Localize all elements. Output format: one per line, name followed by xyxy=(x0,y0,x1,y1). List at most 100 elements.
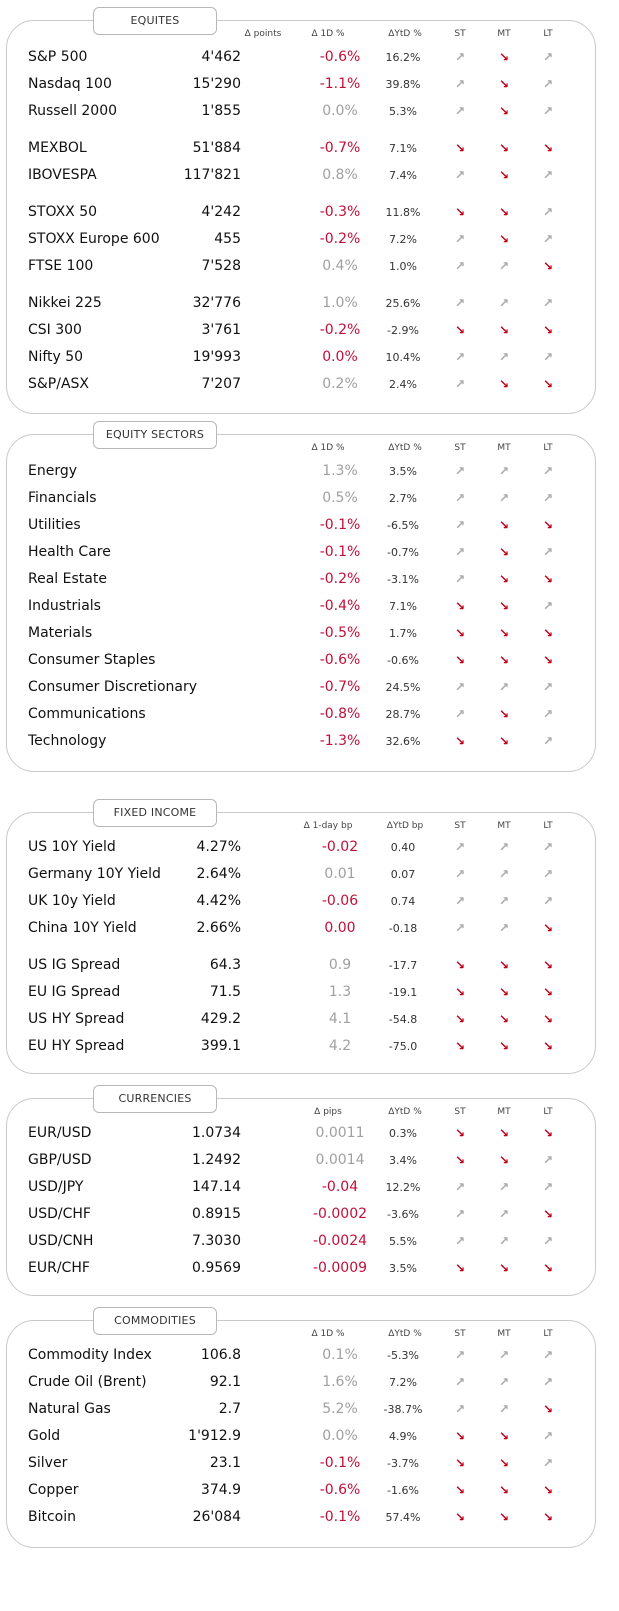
row-change: -0.0002 xyxy=(312,1206,368,1222)
row-name: EUR/CHF xyxy=(28,1260,90,1276)
arrow-down-icon: ↘ xyxy=(454,1039,466,1053)
header-st: ST xyxy=(454,443,466,453)
arrow-down-icon: ↘ xyxy=(498,1153,510,1167)
arrow-down-icon: ↘ xyxy=(454,1153,466,1167)
arrow-up-icon: ↗ xyxy=(542,1375,554,1389)
arrow-up-icon: ↗ xyxy=(454,1348,466,1362)
arrow-down-icon: ↘ xyxy=(454,1126,466,1140)
arrow-down-icon: ↘ xyxy=(542,1261,554,1275)
row-level: 71.5 xyxy=(209,984,241,1000)
header-points: Δ points xyxy=(244,29,282,39)
row-ytd: -3.7% xyxy=(387,1457,419,1470)
row-ytd: -38.7% xyxy=(383,1403,423,1416)
row-level: 2.64% xyxy=(196,866,241,882)
row-ytd: -75.0 xyxy=(388,1040,418,1053)
row-change: -0.8% xyxy=(319,706,361,722)
arrow-up-icon: ↗ xyxy=(454,50,466,64)
row-ytd: 7.4% xyxy=(389,169,417,182)
header-lt: LT xyxy=(543,1329,553,1339)
table-row: STOXX Europe 600 455 -0.2% 7.2% ↗ ↘ ↗ xyxy=(7,226,595,253)
arrow-up-icon: ↗ xyxy=(542,1153,554,1167)
arrow-down-icon: ↘ xyxy=(454,958,466,972)
arrow-up-icon: ↗ xyxy=(542,707,554,721)
header-lt: LT xyxy=(543,821,553,831)
row-name: S&P/ASX xyxy=(28,376,90,392)
row-level: 0.9569 xyxy=(192,1260,241,1276)
arrow-up-icon: ↗ xyxy=(454,894,466,908)
row-name: FTSE 100 xyxy=(28,258,94,274)
row-ytd: 28.7% xyxy=(385,708,421,721)
arrow-down-icon: ↘ xyxy=(454,1456,466,1470)
arrow-down-icon: ↘ xyxy=(542,518,554,532)
row-name: Materials xyxy=(28,625,93,641)
row-level: 32'776 xyxy=(192,295,241,311)
row-ytd: 0.74 xyxy=(390,895,416,908)
arrow-down-icon: ↘ xyxy=(454,653,466,667)
row-ytd: 24.5% xyxy=(385,681,421,694)
arrow-down-icon: ↘ xyxy=(498,323,510,337)
arrow-down-icon: ↘ xyxy=(454,626,466,640)
header-st: ST xyxy=(454,821,466,831)
header-chg: Δ pips xyxy=(314,1107,342,1117)
arrow-down-icon: ↘ xyxy=(498,1456,510,1470)
arrow-up-icon: ↗ xyxy=(454,680,466,694)
table-row: Natural Gas 2.7 5.2% -38.7% ↗ ↗ ↘ xyxy=(7,1396,595,1423)
row-change: 1.3 xyxy=(328,984,352,1000)
row-level: 0.8915 xyxy=(192,1206,241,1222)
arrow-up-icon: ↗ xyxy=(498,1375,510,1389)
arrow-up-icon: ↗ xyxy=(542,680,554,694)
row-level: 15'290 xyxy=(192,76,241,92)
row-ytd: 7.1% xyxy=(389,142,417,155)
row-change: -1.3% xyxy=(319,733,361,749)
row-change: 0.0014 xyxy=(315,1152,365,1168)
arrow-up-icon: ↗ xyxy=(454,168,466,182)
header-st: ST xyxy=(454,29,466,39)
panel-fixed: FIXED INCOME Δ 1-day bp ΔYtD bp ST MT LT US 10… xyxy=(6,799,596,1074)
table-row: IBOVESPA 117'821 0.8% 7.4% ↗ ↘ ↗ xyxy=(7,162,595,189)
row-level: 7'207 xyxy=(201,376,241,392)
arrow-down-icon: ↘ xyxy=(498,1012,510,1026)
row-ytd: -2.9% xyxy=(387,324,419,337)
arrow-up-icon: ↗ xyxy=(454,518,466,532)
table-row: Russell 2000 1'855 0.0% 5.3% ↗ ↘ ↗ xyxy=(7,98,595,125)
row-level: 106.8 xyxy=(200,1347,241,1363)
table-row: US IG Spread 64.3 0.9 -17.7 ↘ ↘ ↘ xyxy=(7,952,595,979)
arrow-up-icon: ↗ xyxy=(542,296,554,310)
table-row: FTSE 100 7'528 0.4% 1.0% ↗ ↗ ↘ xyxy=(7,253,595,280)
row-level: 1'912.9 xyxy=(188,1428,241,1444)
row-name: Russell 2000 xyxy=(28,103,118,119)
header-lt: LT xyxy=(543,1107,553,1117)
arrow-up-icon: ↗ xyxy=(542,1456,554,1470)
panel-title: EQUITES xyxy=(93,7,217,35)
arrow-down-icon: ↘ xyxy=(454,985,466,999)
row-change: 1.6% xyxy=(322,1374,358,1390)
arrow-down-icon: ↘ xyxy=(498,545,510,559)
row-change: 1.3% xyxy=(322,463,358,479)
row-change: 5.2% xyxy=(322,1401,358,1417)
arrow-down-icon: ↘ xyxy=(542,921,554,935)
row-level: 4.42% xyxy=(196,893,241,909)
row-level: 92.1 xyxy=(209,1374,241,1390)
header-st: ST xyxy=(454,1107,466,1117)
row-name: EUR/USD xyxy=(28,1125,92,1141)
header-mt: MT xyxy=(497,1329,511,1339)
arrow-up-icon: ↗ xyxy=(454,104,466,118)
table-row: UK 10y Yield 4.42% -0.06 0.74 ↗ ↗ ↗ xyxy=(7,888,595,915)
arrow-down-icon: ↘ xyxy=(498,1483,510,1497)
arrow-up-icon: ↗ xyxy=(454,1207,466,1221)
table-row: Consumer Staples -0.6% -0.6% ↘ ↘ ↘ xyxy=(7,647,595,674)
row-name: CSI 300 xyxy=(28,322,82,338)
arrow-up-icon: ↗ xyxy=(542,734,554,748)
table-row: US HY Spread 429.2 4.1 -54.8 ↘ ↘ ↘ xyxy=(7,1006,595,1033)
row-change: -0.02 xyxy=(321,839,359,855)
arrow-up-icon: ↗ xyxy=(498,680,510,694)
arrow-down-icon: ↘ xyxy=(542,1039,554,1053)
arrow-up-icon: ↗ xyxy=(542,232,554,246)
row-name: EU HY Spread xyxy=(28,1038,125,1054)
row-level: 4'242 xyxy=(201,204,241,220)
row-name: STOXX 50 xyxy=(28,204,98,220)
row-ytd: 57.4% xyxy=(385,1511,421,1524)
arrow-down-icon: ↘ xyxy=(498,232,510,246)
arrow-up-icon: ↗ xyxy=(542,1348,554,1362)
arrow-up-icon: ↗ xyxy=(498,840,510,854)
